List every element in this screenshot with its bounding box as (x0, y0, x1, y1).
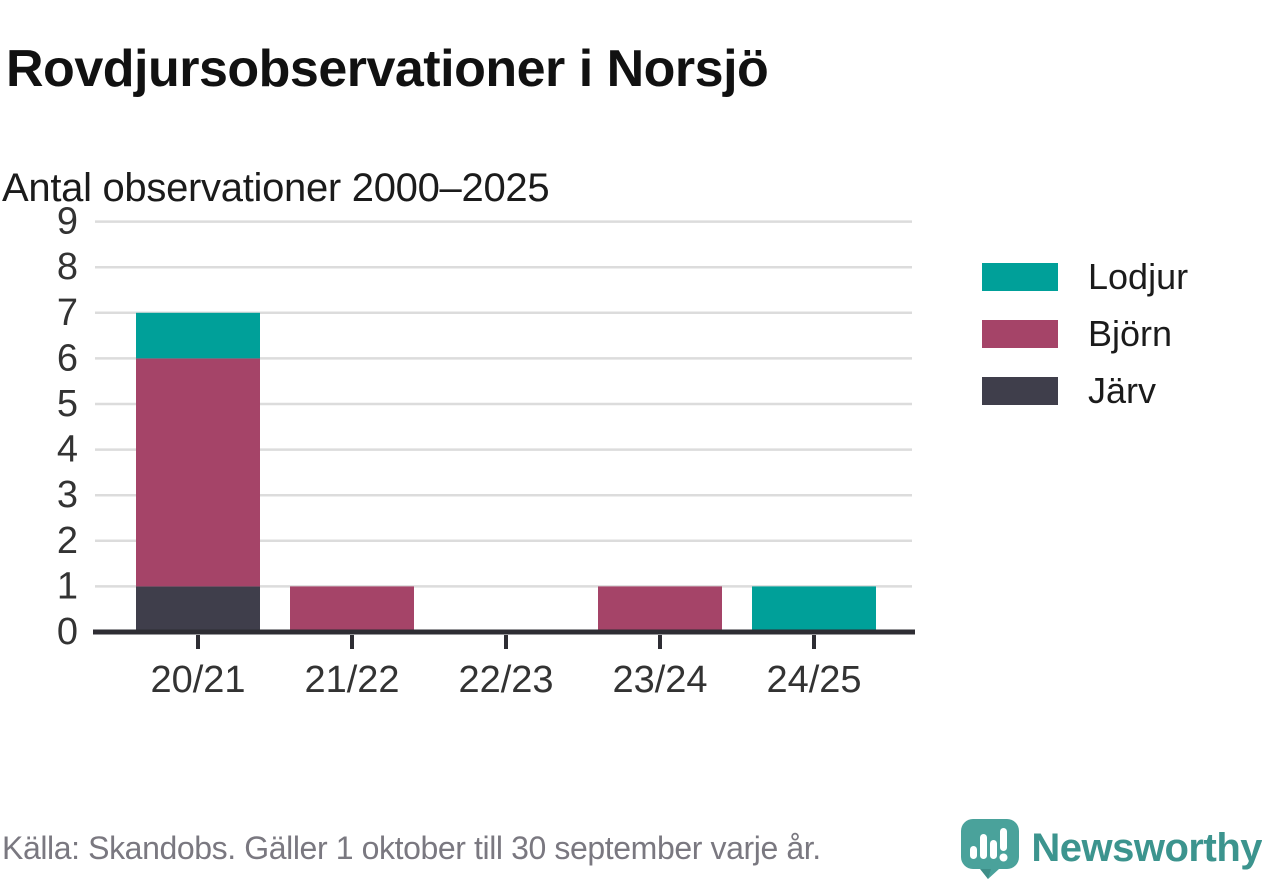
y-tick-label: 7 (57, 292, 78, 334)
x-tick-label: 20/21 (150, 659, 245, 701)
newsworthy-brand: Newsworthy (961, 818, 1262, 879)
legend-label-lodjur: Lodjur (1088, 256, 1189, 297)
legend-item-jarv: Järv (982, 367, 1188, 415)
bar-segment-björn (598, 586, 722, 632)
y-tick-label: 9 (57, 201, 78, 243)
y-tick-label: 3 (57, 474, 78, 516)
legend-label-bjorn: Björn (1088, 313, 1173, 354)
bar-segment-lodjur (752, 586, 876, 632)
page-subtitle: Antal observationer 2000–2025 (2, 166, 550, 211)
y-tick-label: 0 (57, 611, 78, 653)
bar-segment-björn (290, 586, 414, 632)
bar-segment-järv (136, 586, 260, 632)
y-tick-label: 1 (57, 565, 78, 607)
bar-segment-lodjur (136, 312, 260, 359)
y-tick-label: 5 (57, 383, 78, 425)
legend-swatch-jarv (982, 377, 1058, 405)
x-tick-label: 24/25 (766, 659, 861, 701)
legend-item-bjorn: Björn (982, 310, 1188, 358)
bar-segment-björn (136, 358, 260, 587)
y-tick-label: 6 (57, 337, 78, 379)
legend-swatch-bjorn (982, 320, 1058, 348)
y-tick-label: 2 (57, 520, 78, 562)
source-text: Källa: Skandobs. Gäller 1 oktober till 3… (2, 830, 821, 866)
y-tick-label: 4 (57, 429, 78, 471)
x-tick-label: 23/24 (612, 659, 707, 701)
x-tick-label: 22/23 (458, 659, 553, 701)
legend-label-jarv: Järv (1088, 370, 1157, 411)
newsworthy-logo-icon (961, 818, 1020, 879)
brand-name: Newsworthy (1031, 826, 1262, 870)
legend-swatch-lodjur (982, 263, 1058, 291)
legend-item-lodjur: Lodjur (982, 253, 1188, 301)
chart-legend: Lodjur Björn Järv (982, 253, 1188, 424)
page-title: Rovdjursobservationer i Norsjö (6, 39, 769, 98)
footer: Källa: Skandobs. Gäller 1 oktober till 3… (0, 818, 1262, 879)
x-tick-label: 21/22 (304, 659, 399, 701)
y-tick-label: 8 (57, 246, 78, 288)
